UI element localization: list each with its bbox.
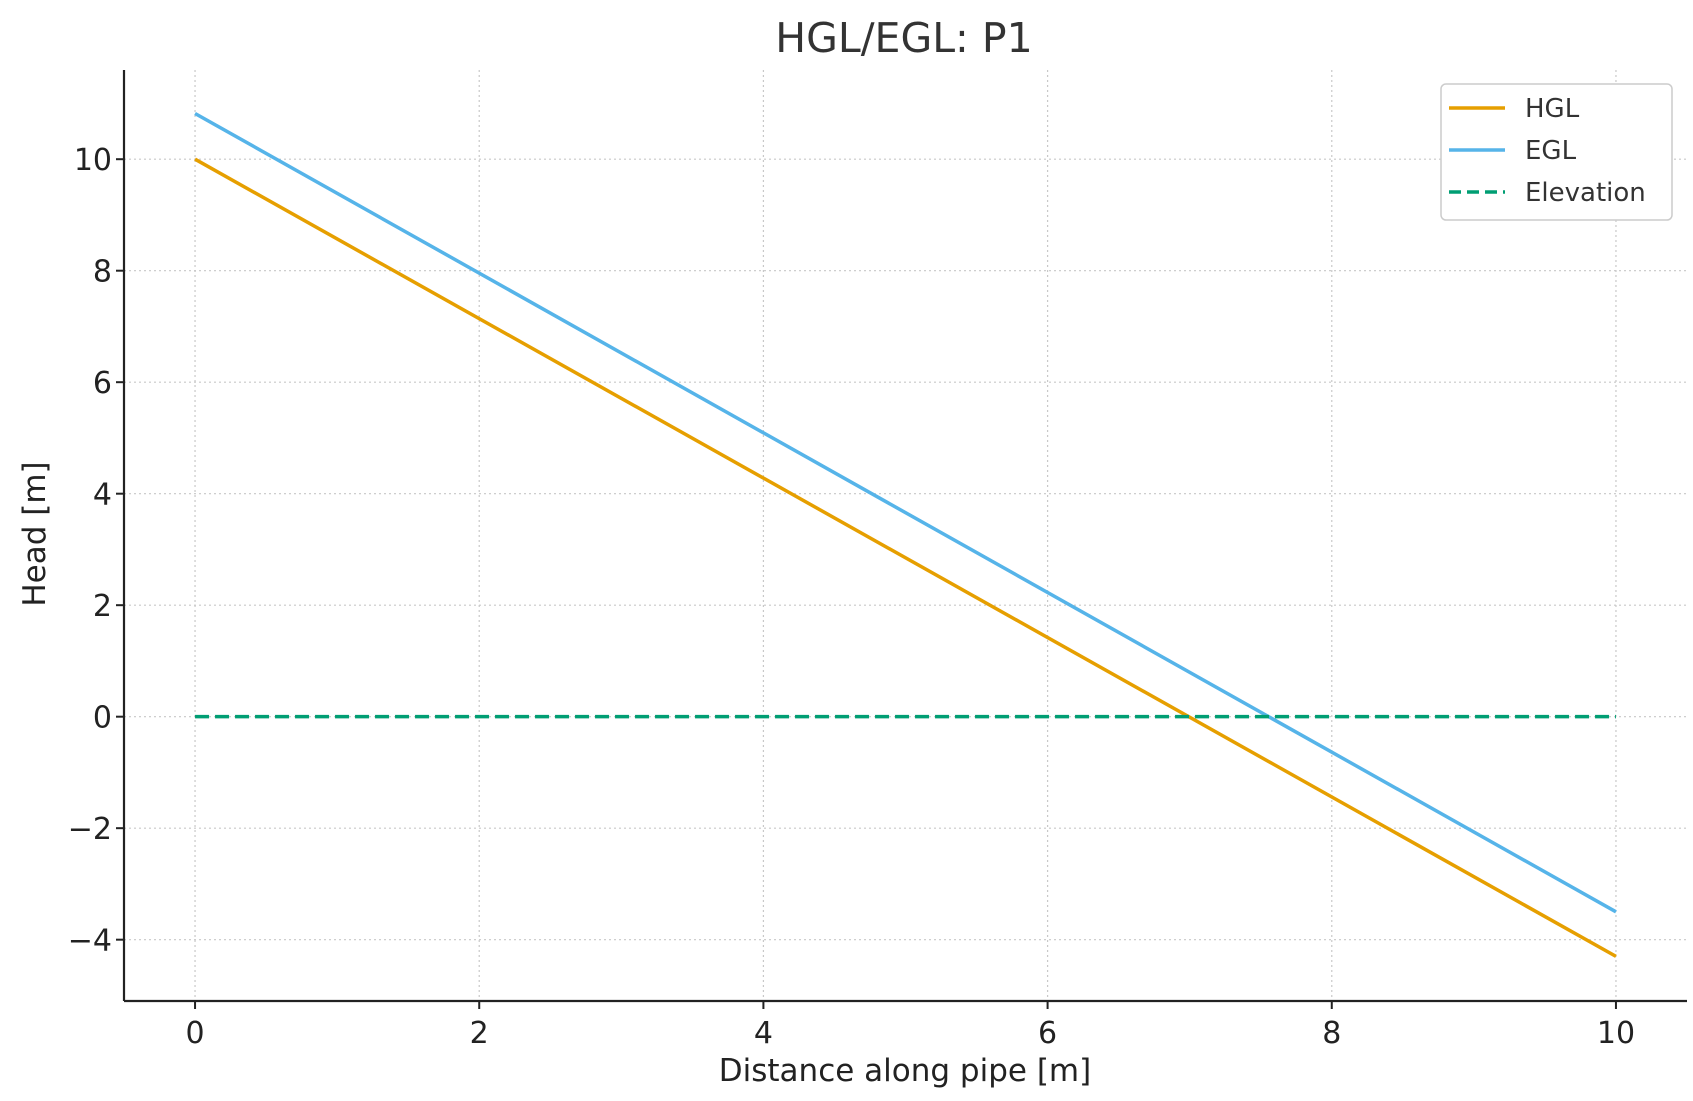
chart-title: HGL/EGL: P1: [775, 14, 1032, 62]
legend-frame: [1440, 83, 1673, 221]
series-lines: [194, 111, 1617, 958]
series-line-egl: [194, 111, 1617, 914]
x-tick-label: 4: [754, 1016, 773, 1051]
series-line-hgl: [194, 157, 1617, 958]
tick-labels: 0 2 4 6 8 10 −4 −2 0 2 4 6 8 10: [68, 143, 1635, 1051]
legend: HGL EGL Elevation: [1440, 83, 1673, 221]
x-tick-label: 0: [185, 1016, 204, 1051]
y-tick-label: −2: [68, 812, 112, 847]
x-tick-label: 8: [1322, 1016, 1341, 1051]
y-axis-label: Head [m]: [17, 461, 53, 606]
y-tick-label: 6: [93, 366, 112, 401]
x-tick-label: 6: [1038, 1016, 1057, 1051]
y-tick-label: 10: [74, 143, 112, 178]
legend-label-elevation: Elevation: [1525, 178, 1646, 208]
grid: [124, 70, 1687, 1001]
y-tick-label: 2: [93, 589, 112, 624]
legend-label-egl: EGL: [1525, 136, 1577, 166]
y-tick-label: 4: [93, 478, 112, 513]
x-tick-label: 10: [1597, 1016, 1635, 1051]
legend-label-hgl: HGL: [1525, 94, 1580, 124]
y-tick-label: −4: [68, 924, 112, 959]
x-axis-label: Distance along pipe [m]: [719, 1053, 1091, 1089]
y-tick-label: 8: [93, 255, 112, 290]
axes: [122, 70, 1687, 1003]
y-tick-label: 0: [93, 701, 112, 736]
x-tick-label: 2: [470, 1016, 489, 1051]
